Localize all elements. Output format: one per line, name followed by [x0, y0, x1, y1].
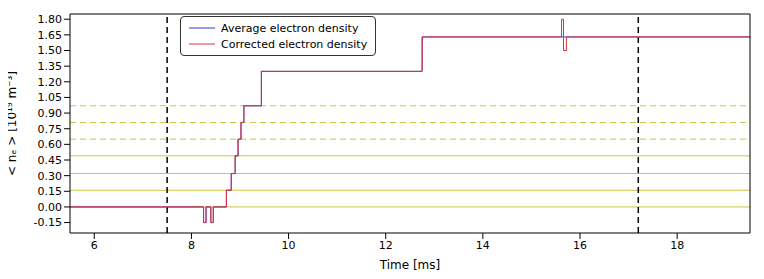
svg-text:6: 6 — [91, 239, 98, 252]
svg-text:0.45: 0.45 — [38, 154, 63, 167]
html-text:Corrected electron density: Corrected electron density — [221, 37, 368, 51]
svg-text:1.50: 1.50 — [38, 44, 63, 57]
svg-text:0.60: 0.60 — [38, 138, 63, 151]
svg-text:10: 10 — [282, 239, 296, 252]
svg-text:0.75: 0.75 — [38, 123, 63, 136]
svg-text:18: 18 — [670, 239, 684, 252]
svg-text:8: 8 — [188, 239, 195, 252]
svg-text:1.35: 1.35 — [38, 60, 63, 73]
svg-text:1.80: 1.80 — [38, 13, 63, 26]
html-text:Average electron density: Average electron density — [221, 21, 359, 35]
svg-text:0.15: 0.15 — [38, 185, 63, 198]
svg-text:0.00: 0.00 — [38, 201, 63, 214]
svg-text:-0.15: -0.15 — [34, 216, 62, 229]
svg-text:Time [ms]: Time [ms] — [379, 258, 441, 271]
svg-text:1.05: 1.05 — [38, 91, 63, 104]
svg-text:14: 14 — [476, 239, 490, 252]
svg-text:1.65: 1.65 — [38, 29, 63, 42]
svg-text:0.30: 0.30 — [38, 170, 63, 183]
svg-text:12: 12 — [379, 239, 393, 252]
svg-text:16: 16 — [573, 239, 587, 252]
svg-text:0.90: 0.90 — [38, 107, 63, 120]
svg-text:< nₑ > [10¹⁹ m⁻³]: < nₑ > [10¹⁹ m⁻³] — [8, 71, 19, 176]
svg-text:1.20: 1.20 — [38, 76, 63, 89]
